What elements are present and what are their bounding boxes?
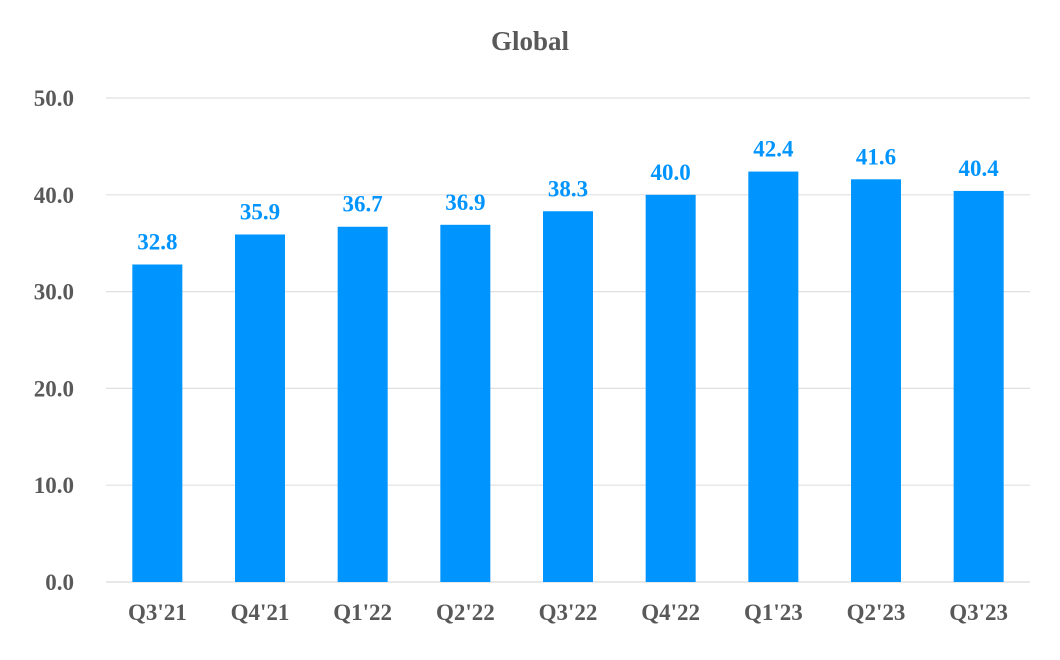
- x-tick-label: Q4'22: [641, 600, 700, 625]
- y-tick-label: 0.0: [45, 570, 74, 595]
- bar: [645, 194, 696, 583]
- data-label: 32.8: [137, 229, 177, 254]
- bar: [440, 224, 491, 583]
- chart-title: Global: [491, 26, 570, 56]
- y-tick-label: 20.0: [34, 376, 74, 401]
- bar: [851, 179, 901, 582]
- data-label: 35.9: [240, 199, 280, 224]
- bar: [337, 226, 388, 582]
- bar: [748, 171, 799, 582]
- x-tick-label: Q4'21: [231, 600, 290, 625]
- y-axis-tick-labels: 0.0 10.0 20.0 30.0 40.0 50.0: [34, 86, 74, 595]
- bar: [543, 211, 593, 583]
- y-tick-label: 30.0: [34, 280, 74, 305]
- x-tick-label: Q2'22: [436, 600, 495, 625]
- data-label: 42.4: [753, 137, 794, 162]
- x-tick-label: Q3'22: [539, 600, 598, 625]
- bar: [235, 234, 285, 582]
- y-tick-label: 50.0: [34, 86, 74, 111]
- y-tick-label: 10.0: [34, 473, 74, 498]
- data-label: 38.3: [548, 176, 588, 201]
- bars: [132, 171, 1004, 583]
- data-label: 40.0: [651, 160, 691, 185]
- data-label: 36.9: [445, 190, 485, 215]
- bar: [132, 264, 183, 582]
- x-tick-label: Q2'23: [847, 600, 906, 625]
- data-labels: 32.8 35.9 36.7 36.9 38.3 40.0 42.4 41.6 40.4: [137, 137, 999, 255]
- data-label: 40.4: [959, 156, 1000, 181]
- data-label: 41.6: [856, 144, 896, 169]
- x-axis-tick-labels: Q3'21 Q4'21 Q1'22 Q2'22 Q3'22 Q4'22 Q1'23 Q2'23…: [128, 600, 1008, 625]
- bar: [953, 190, 1004, 583]
- data-label: 36.7: [343, 192, 383, 217]
- x-tick-label: Q3'21: [128, 600, 187, 625]
- x-tick-label: Q1'22: [333, 600, 392, 625]
- y-tick-label: 40.0: [34, 183, 74, 208]
- x-tick-label: Q1'23: [744, 600, 803, 625]
- x-tick-label: Q3'23: [949, 600, 1008, 625]
